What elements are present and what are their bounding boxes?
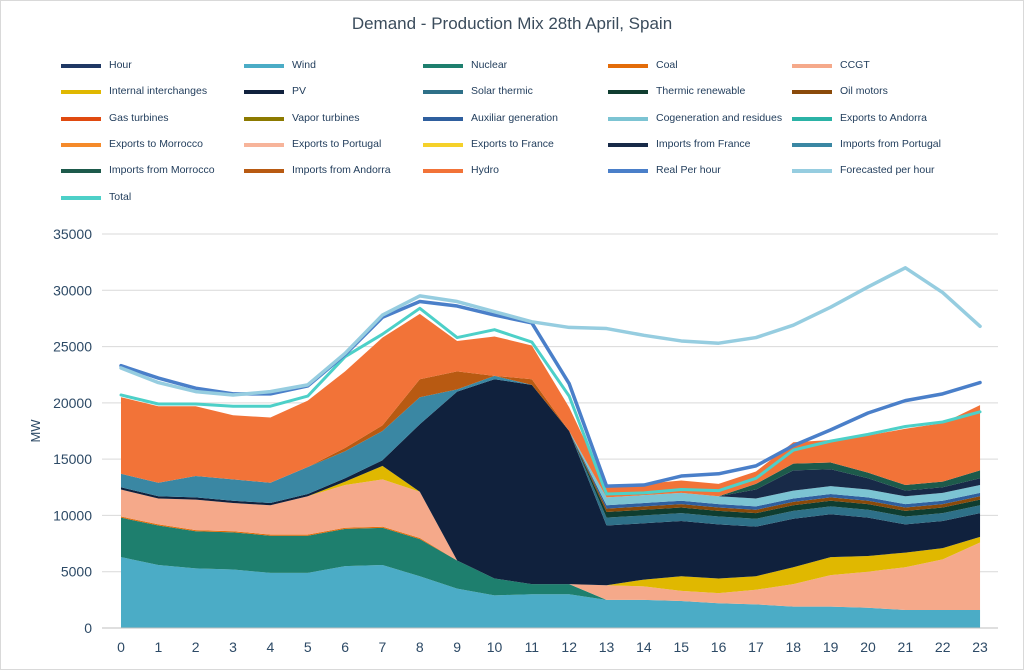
x-tick-label: 7 [379, 639, 387, 655]
area-wind [121, 557, 981, 628]
area-hydro [121, 313, 981, 498]
x-tick-label: 16 [711, 639, 727, 655]
legend-swatch [792, 116, 832, 121]
legend-label: Cogeneration and residues [656, 111, 783, 124]
legend-label: Wind [292, 59, 316, 71]
legend-swatch [61, 90, 101, 95]
legend-swatch [792, 64, 832, 68]
legend-label: Exports to Portugal [292, 137, 382, 150]
legend-label: Thermic renewable [656, 85, 746, 98]
legend-swatch [244, 90, 284, 95]
legend-swatch [792, 90, 832, 95]
y-tick-label: 15000 [53, 451, 92, 467]
legend-swatch [244, 142, 284, 147]
y-tick-label: 35000 [53, 226, 92, 242]
y-tick-label: 0 [84, 620, 92, 636]
legend-label: Gas turbines [109, 111, 169, 124]
legend-label: Imports from Portugal [840, 137, 941, 150]
legend-swatch [61, 142, 101, 147]
area-imports-from-france [121, 379, 981, 504]
legend-swatch [608, 142, 648, 147]
x-tick-label: 9 [453, 639, 461, 655]
legend-label: Hydro [471, 164, 500, 177]
chart-title: Demand - Production Mix 28th April, Spai… [351, 14, 673, 33]
legend-label: Imports from France [656, 137, 751, 150]
legend-label: Oil motors [840, 85, 888, 98]
x-tick-label: 20 [860, 639, 876, 655]
legend-label: Imports from Andorra [292, 164, 391, 177]
legend-swatch [608, 116, 648, 121]
legend-label: Solar thermic [471, 85, 533, 98]
legend-swatch [423, 90, 463, 95]
area-imports-from-portugal [121, 375, 981, 504]
legend-swatch [423, 116, 463, 121]
x-tick-label: 15 [673, 639, 689, 655]
y-axis-label: MW [28, 419, 43, 443]
x-tick-label: 12 [561, 639, 577, 655]
x-tick-label: 4 [267, 639, 275, 655]
legend-label: Exports to France [471, 137, 554, 150]
legend-label: Internal interchanges [109, 85, 208, 98]
area-nuclear [121, 517, 981, 610]
x-tick-label: 3 [229, 639, 237, 655]
x-tick-label: 1 [154, 639, 162, 655]
x-tick-label: 2 [192, 639, 200, 655]
x-tick-label: 0 [117, 639, 125, 655]
y-tick-label: 20000 [53, 395, 92, 411]
line-forecasted-per-hour [119, 266, 982, 397]
x-tick-label: 18 [786, 639, 802, 655]
legend-label: Auxiliar generation [471, 111, 558, 124]
legend-swatch [244, 169, 284, 174]
y-tick-label: 10000 [53, 507, 92, 523]
line-total [119, 306, 982, 496]
y-tick-label: 30000 [53, 282, 92, 298]
y-tick-label: 25000 [53, 339, 92, 355]
legend-label: PV [292, 85, 307, 98]
legend-label: Total [109, 190, 132, 203]
area-imports-from-morrocco [121, 375, 981, 498]
legend-label: Coal [656, 59, 678, 71]
legend-swatch [61, 64, 101, 68]
x-tick-label: 23 [972, 639, 988, 655]
legend-swatch [61, 169, 101, 174]
legend-swatch [608, 169, 648, 174]
y-tick-label: 5000 [61, 564, 92, 580]
legend-swatch [61, 195, 101, 200]
legend-swatch [608, 64, 648, 68]
legend-label: Vapor turbines [292, 111, 360, 124]
x-tick-label: 13 [599, 639, 615, 655]
area-pv [121, 379, 981, 586]
legend-label: Imports from Morrocco [109, 164, 215, 177]
x-tick-label: 5 [304, 639, 312, 655]
x-tick-label: 19 [823, 639, 839, 655]
legend-label: Real Per hour [656, 164, 721, 177]
legend-swatch [244, 116, 284, 121]
x-tick-label: 17 [748, 639, 764, 655]
legend-swatch [608, 90, 648, 95]
x-tick-label: 22 [935, 639, 951, 655]
x-tick-label: 10 [487, 639, 503, 655]
legend-label: Nuclear [471, 59, 508, 71]
legend-swatch [244, 64, 284, 68]
legend-swatch [423, 169, 463, 174]
legend-label: Exports to Morrocco [109, 137, 203, 150]
x-tick-label: 11 [525, 639, 540, 655]
legend-label: Forecasted per hour [840, 164, 935, 177]
area-ccgt [121, 479, 981, 610]
legend-swatch [792, 142, 832, 147]
x-tick-label: 8 [416, 639, 424, 655]
legend-label: Exports to Andorra [840, 111, 927, 124]
x-tick-label: 14 [636, 639, 652, 655]
x-tick-label: 21 [898, 639, 914, 655]
legend-swatch [792, 169, 832, 174]
x-tick-label: 6 [341, 639, 349, 655]
legend-swatch [423, 64, 463, 68]
legend-swatch [423, 142, 463, 147]
legend-label: Hour [109, 59, 132, 71]
legend-swatch [61, 116, 101, 121]
legend-label: CCGT [840, 59, 870, 71]
